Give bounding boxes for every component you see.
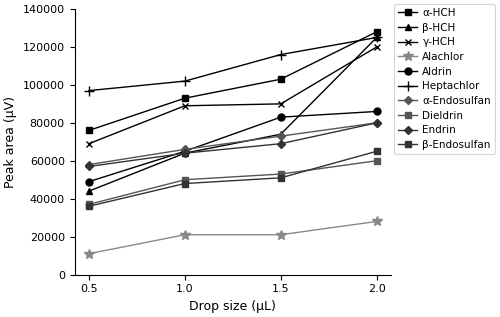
- α-Endosulfan: [86, 163, 92, 166]
- Endrin: [86, 165, 92, 168]
- Aldrin: [86, 180, 92, 184]
- Line: γ-HCH: γ-HCH: [86, 43, 380, 147]
- β-Endosulfan: [278, 176, 284, 180]
- α-Endosulfan: [374, 121, 380, 125]
- Line: Aldrin: Aldrin: [86, 108, 380, 185]
- Aldrin: [278, 115, 284, 119]
- Line: Heptachlor: Heptachlor: [84, 33, 382, 95]
- Endrin: [278, 142, 284, 146]
- Aldrin: [182, 149, 188, 153]
- β-Endosulfan: [182, 182, 188, 185]
- Dieldrin: [374, 159, 380, 163]
- Heptachlor: [182, 79, 188, 83]
- β-Endosulfan: [86, 204, 92, 208]
- X-axis label: Drop size (μL): Drop size (μL): [190, 300, 276, 313]
- Dieldrin: [278, 172, 284, 176]
- α-HCH: [182, 96, 188, 100]
- Dieldrin: [86, 203, 92, 206]
- β-HCH: [86, 189, 92, 193]
- Heptachlor: [374, 36, 380, 39]
- Line: α-Endosulfan: α-Endosulfan: [86, 120, 380, 167]
- Heptachlor: [278, 53, 284, 56]
- Line: β-Endosulfan: β-Endosulfan: [86, 148, 380, 209]
- Line: α-HCH: α-HCH: [86, 28, 380, 134]
- γ-HCH: [278, 102, 284, 106]
- Line: Endrin: Endrin: [86, 120, 380, 169]
- α-Endosulfan: [182, 147, 188, 151]
- Legend: α-HCH, β-HCH, γ-HCH, Alachlor, Aldrin, Heptachlor, α-Endosulfan, Dieldrin, Endri: α-HCH, β-HCH, γ-HCH, Alachlor, Aldrin, H…: [394, 4, 495, 154]
- Alachlor: [278, 233, 284, 236]
- Alachlor: [182, 233, 188, 236]
- Line: β-HCH: β-HCH: [86, 34, 380, 195]
- Line: Dieldrin: Dieldrin: [86, 158, 380, 207]
- Line: Alachlor: Alachlor: [84, 217, 382, 259]
- α-HCH: [374, 30, 380, 34]
- α-HCH: [86, 128, 92, 132]
- α-Endosulfan: [278, 134, 284, 138]
- γ-HCH: [86, 142, 92, 146]
- β-Endosulfan: [374, 149, 380, 153]
- Alachlor: [374, 220, 380, 223]
- α-HCH: [278, 77, 284, 81]
- Endrin: [374, 121, 380, 125]
- Aldrin: [374, 110, 380, 113]
- β-HCH: [278, 132, 284, 136]
- γ-HCH: [374, 45, 380, 49]
- Alachlor: [86, 252, 92, 256]
- Endrin: [182, 151, 188, 155]
- Heptachlor: [86, 89, 92, 93]
- γ-HCH: [182, 104, 188, 108]
- β-HCH: [182, 151, 188, 155]
- Y-axis label: Peak area (μV): Peak area (μV): [4, 96, 17, 188]
- Dieldrin: [182, 178, 188, 182]
- β-HCH: [374, 36, 380, 39]
